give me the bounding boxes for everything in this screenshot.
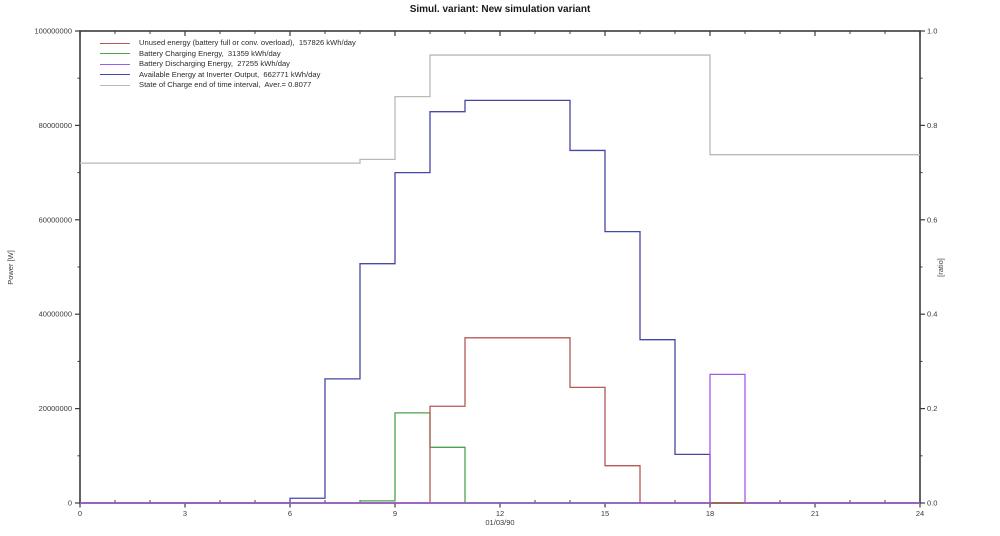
chart-legend: Unused energy (battery full or conv. ove… — [100, 39, 356, 89]
svg-text:01/03/90: 01/03/90 — [485, 518, 514, 527]
svg-text:21: 21 — [811, 509, 819, 518]
svg-text:6: 6 — [288, 509, 292, 518]
legend-item-inverter-output: Available Energy at Inverter Output, 662… — [100, 69, 356, 79]
legend-item-battery-charging: Battery Charging Energy, 31359 kWh/day — [100, 48, 356, 58]
legend-label-battery-charging: Battery Charging Energy, 31359 kWh/day — [139, 48, 281, 58]
svg-text:100000000: 100000000 — [34, 27, 72, 36]
legend-swatch-battery-charging — [100, 53, 130, 54]
svg-text:0.2: 0.2 — [927, 404, 937, 413]
svg-text:12: 12 — [496, 509, 504, 518]
svg-text:80000000: 80000000 — [39, 121, 72, 130]
legend-swatch-battery-discharging — [100, 63, 130, 65]
legend-item-state-of-charge: State of Charge end of time interval, Av… — [100, 81, 356, 89]
svg-text:0.6: 0.6 — [927, 215, 937, 224]
svg-text:20000000: 20000000 — [39, 404, 72, 413]
left-axis-title-strip: Power [W] — [0, 31, 20, 503]
left-axis-title: Power [W] — [5, 249, 15, 285]
right-axis-title-strip: [ratio] — [930, 31, 950, 503]
legend-swatch-state-of-charge — [100, 84, 130, 86]
right-axis-title: [ratio] — [935, 257, 945, 277]
svg-text:0.4: 0.4 — [927, 310, 937, 319]
svg-text:0: 0 — [68, 499, 72, 508]
svg-text:0.0: 0.0 — [927, 499, 937, 508]
legend-label-state-of-charge: State of Charge end of time interval, Av… — [139, 80, 312, 89]
chart-title: Simul. variant: New simulation variant — [409, 4, 591, 15]
svg-text:3: 3 — [183, 509, 187, 518]
legend-item-battery-discharging: Battery Discharging Energy, 27255 kWh/da… — [100, 60, 356, 68]
svg-text:15: 15 — [601, 509, 609, 518]
legend-label-inverter-output: Available Energy at Inverter Output, 662… — [139, 69, 321, 79]
legend-label-battery-discharging: Battery Discharging Energy, 27255 kWh/da… — [139, 59, 290, 68]
svg-text:0: 0 — [78, 509, 82, 518]
legend-swatch-inverter-output — [100, 74, 130, 75]
svg-text:60000000: 60000000 — [39, 215, 72, 224]
svg-text:0.8: 0.8 — [927, 121, 937, 130]
legend-item-unused-energy: Unused energy (battery full or conv. ove… — [100, 39, 356, 47]
legend-swatch-unused-energy — [100, 42, 130, 44]
svg-text:18: 18 — [706, 509, 714, 518]
svg-text:1.0: 1.0 — [927, 27, 937, 36]
svg-text:40000000: 40000000 — [39, 310, 72, 319]
svg-text:24: 24 — [916, 509, 924, 518]
legend-label-unused-energy: Unused energy (battery full or conv. ove… — [139, 38, 356, 47]
svg-text:9: 9 — [393, 509, 397, 518]
